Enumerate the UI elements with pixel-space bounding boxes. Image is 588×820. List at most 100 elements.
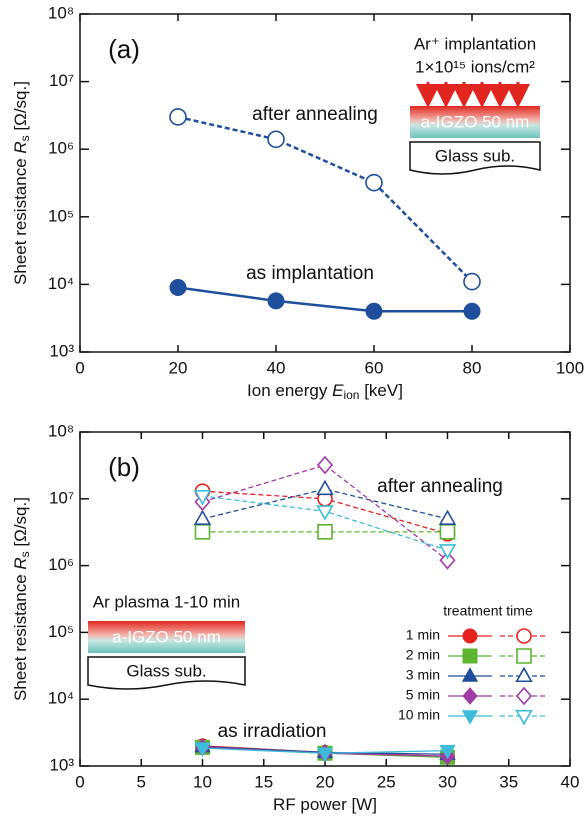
x-tick-label: 20 [169, 358, 188, 377]
data-point [439, 551, 456, 570]
x-tick-label: 0 [75, 358, 84, 377]
legend-marker [515, 686, 533, 706]
plot-frame [79, 13, 571, 353]
data-point [438, 509, 457, 525]
film-label: a-IGZO 50 nm [112, 627, 221, 646]
y-tick-label: 10³ [49, 341, 74, 360]
y-tick-label: 10⁶ [48, 139, 74, 158]
inset-text: Ar plasma 1-10 min [93, 592, 240, 611]
y-tick-label: 10⁷ [49, 488, 74, 507]
x-tick-label: 80 [463, 358, 482, 377]
x-tick-label: 40 [561, 772, 580, 791]
x-tick-label: 20 [316, 772, 335, 791]
legend-label: 3 min [406, 667, 440, 683]
data-point [316, 479, 334, 496]
data-point [169, 278, 187, 296]
legend-marker [462, 628, 478, 644]
substrate [87, 656, 246, 690]
y-tick-label: 10⁶ [48, 555, 74, 574]
data-point [463, 302, 481, 320]
data-point [438, 544, 457, 560]
y-tick-label: 10⁸ [48, 3, 74, 22]
data-point [439, 524, 456, 540]
annotation: as irradiation [218, 721, 327, 742]
x-axis-label-part: RF power [W] [273, 795, 377, 814]
y-axis-label-part: [Ω/sq.] [11, 81, 30, 135]
legend-marker [462, 687, 478, 705]
substrate [409, 141, 541, 175]
y-axis-label: Sheet resistance Rs [Ω/sq.] [11, 497, 32, 701]
data-point [317, 524, 333, 540]
y-axis-label-part: s [18, 135, 32, 141]
legend-title: treatment time [443, 603, 533, 619]
x-axis-label-part: Ion energy [247, 381, 332, 400]
x-tick-label: 40 [267, 358, 286, 377]
series-label: as implantation [246, 263, 374, 284]
legend-marker [461, 710, 479, 725]
x-tick-label: 100 [556, 358, 584, 377]
legend-label: 10 min [398, 707, 440, 723]
x-tick-label: 25 [377, 772, 396, 791]
y-axis-label-part: R [11, 141, 30, 153]
y-axis-label-part: [Ω/sq.] [11, 497, 30, 551]
x-tick-label: 5 [137, 772, 146, 791]
y-tick-label: 10⁸ [48, 421, 74, 440]
panel-label: (a) [108, 34, 140, 64]
y-axis-label-part: R [11, 557, 30, 569]
x-axis-label: RF power [W] [273, 795, 377, 814]
legend-marker [516, 648, 532, 664]
y-tick-label: 10³ [49, 755, 74, 774]
x-tick-label: 0 [75, 772, 84, 791]
x-tick-label: 10 [193, 772, 212, 791]
y-tick-label: 10⁵ [48, 622, 74, 641]
y-tick-label: 10⁷ [49, 71, 74, 90]
data-point [194, 524, 211, 540]
data-point [316, 455, 334, 475]
film-layer [410, 106, 540, 138]
data-point [267, 292, 285, 310]
substrate-label: Glass sub. [126, 661, 206, 680]
series-line [177, 286, 472, 313]
legend-label: 2 min [406, 647, 440, 663]
legend-label: 5 min [406, 687, 440, 703]
substrate-label: Glass sub. [435, 146, 515, 165]
series-line [177, 115, 473, 283]
x-tick-label: 60 [365, 358, 384, 377]
data-point [463, 272, 481, 291]
y-tick-label: 10⁴ [48, 274, 74, 293]
legend-marker [461, 667, 479, 682]
data-point [194, 742, 211, 757]
data-point [193, 489, 212, 506]
y-axis-label-part: Sheet resistance [11, 154, 30, 285]
annealed-line [202, 488, 448, 520]
x-tick-label: 35 [499, 772, 518, 791]
y-axis-label-part: s [18, 551, 32, 557]
data-point [365, 302, 383, 320]
panel-label: (b) [108, 452, 140, 482]
y-tick-label: 10⁴ [48, 689, 74, 708]
data-point [316, 747, 334, 762]
series-label: after annealing [252, 104, 378, 125]
legend-label: 1 min [406, 627, 440, 643]
data-point [365, 173, 383, 192]
data-point [267, 130, 285, 149]
film-layer [88, 621, 245, 653]
y-axis-label-part: Sheet resistance [11, 570, 30, 701]
x-axis-label-part: E [332, 381, 344, 400]
legend-marker [462, 648, 478, 664]
x-tick-label: 15 [254, 772, 273, 791]
data-point [169, 108, 187, 126]
data-point [316, 505, 334, 521]
annealed-line [202, 464, 448, 561]
annotation: after annealing [377, 476, 503, 497]
legend-marker [515, 709, 533, 726]
x-tick-label: 30 [438, 772, 457, 791]
inset-text: 1×10¹⁵ ions/cm² [415, 57, 535, 76]
data-point [193, 509, 212, 525]
x-axis-label-part: ion [343, 388, 359, 402]
x-axis-label-part: [keV] [359, 381, 402, 400]
y-tick-label: 10⁵ [48, 206, 74, 225]
data-point [439, 744, 456, 760]
inset-text: Ar⁺ implantation [414, 34, 536, 53]
